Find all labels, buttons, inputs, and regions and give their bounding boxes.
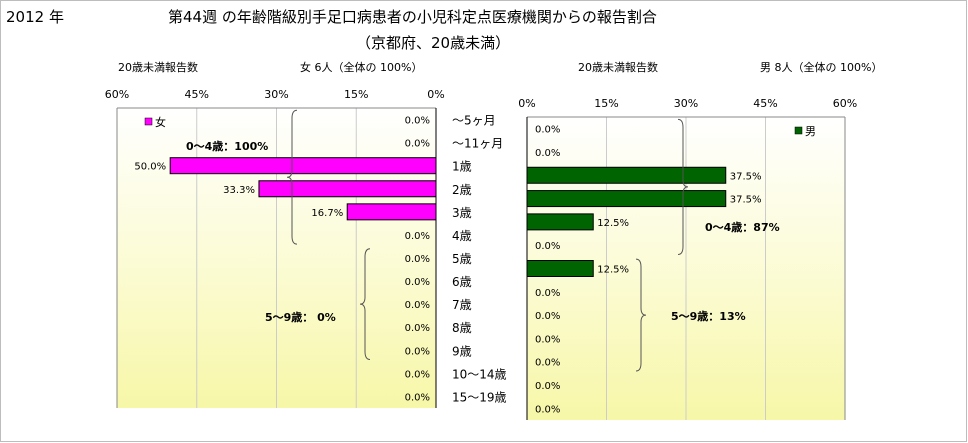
female-annotation-0-4: 0～4歳：100% <box>186 139 268 153</box>
female-bar <box>346 203 437 221</box>
male-bar <box>526 213 594 231</box>
male-value-label: 0.0% <box>535 148 560 159</box>
female-value-label: 0.0% <box>405 300 430 311</box>
male-annotation-5-9: 5～9歳：13% <box>671 309 746 323</box>
female-value-label: 0.0% <box>405 254 430 265</box>
category-label: 1歳 <box>452 160 472 174</box>
category-label: 4歳 <box>452 229 472 243</box>
male-bar <box>526 190 727 208</box>
category-label: 8歳 <box>452 321 472 335</box>
male-x-tick-label: 15% <box>594 97 618 110</box>
female-brace-5-9 <box>359 248 371 361</box>
female-x-tick-label: 45% <box>185 88 209 101</box>
category-label: 5歳 <box>452 252 472 266</box>
female-x-tick-label: 15% <box>344 88 368 101</box>
female-value-label: 0.0% <box>405 277 430 288</box>
female-value-label: 0.0% <box>405 231 430 242</box>
female-x-tick-label: 30% <box>264 88 288 101</box>
category-label: 2歳 <box>452 183 472 197</box>
male-annotation-0-4: 0～4歳：87% <box>705 220 780 234</box>
female-x-tick-label: 60% <box>105 88 129 101</box>
female-bar <box>258 180 437 198</box>
female-value-label: 16.7% <box>311 208 343 219</box>
category-label: ～5ヶ月 <box>452 114 496 128</box>
male-summary: 男 8人（全体の 100%） <box>760 61 883 74</box>
category-label: 15～19歳 <box>452 390 507 404</box>
male-value-label: 0.0% <box>535 334 560 345</box>
male-legend-swatch <box>794 126 803 135</box>
female-legend-label: 女 <box>155 115 166 129</box>
category-label: ～11ヶ月 <box>452 137 503 151</box>
male-value-label: 12.5% <box>597 265 629 276</box>
female-legend-swatch <box>144 117 153 126</box>
male-value-label: 0.0% <box>535 288 560 299</box>
male-x-tick-label: 30% <box>674 97 698 110</box>
male-value-label: 0.0% <box>535 381 560 392</box>
male-xlabel: 20歳未満報告数 <box>578 61 658 74</box>
female-value-label: 0.0% <box>405 323 430 334</box>
category-label: 10～14歳 <box>452 367 507 381</box>
category-label: 3歳 <box>452 206 472 220</box>
male-value-label: 0.0% <box>535 241 560 252</box>
year-label: 2012 年 <box>6 8 64 26</box>
male-value-label: 12.5% <box>597 218 629 229</box>
male-value-label: 0.0% <box>535 311 560 322</box>
female-value-label: 0.0% <box>405 392 430 403</box>
male-brace-0-4 <box>677 118 689 256</box>
male-brace-5-9 <box>635 258 647 372</box>
chart-title: 第44週 の年齢階級別手足口病患者の小児科定点医療機関からの報告割合 <box>168 8 657 26</box>
female-value-label: 0.0% <box>405 139 430 150</box>
female-bar <box>169 157 437 175</box>
female-xlabel: 20歳未満報告数 <box>118 61 198 74</box>
female-summary: 女 6人（全体の 100%） <box>300 61 423 74</box>
female-value-label: 0.0% <box>405 369 430 380</box>
female-value-label: 0.0% <box>405 346 430 357</box>
male-bar <box>526 260 594 277</box>
category-label: 9歳 <box>452 344 472 358</box>
male-value-label: 0.0% <box>535 358 560 369</box>
female-value-label: 33.3% <box>223 185 255 196</box>
female-value-label: 50.0% <box>134 162 166 173</box>
male-legend-label: 男 <box>805 125 816 138</box>
male-value-label: 37.5% <box>730 171 762 182</box>
male-x-tick-label: 60% <box>833 97 857 110</box>
female-value-label: 0.0% <box>405 116 430 127</box>
female-x-tick-label: 0% <box>427 88 444 101</box>
male-value-label: 0.0% <box>535 404 560 415</box>
male-value-label: 37.5% <box>730 195 762 206</box>
male-bar <box>526 166 727 184</box>
chart-subtitle: （京都府、20歳未満） <box>356 34 511 52</box>
female-annotation-5-9: 5～9歳： 0% <box>265 310 336 324</box>
category-label: 6歳 <box>452 275 472 289</box>
category-label: 7歳 <box>452 298 472 312</box>
male-x-tick-label: 45% <box>753 97 777 110</box>
male-value-label: 0.0% <box>535 125 560 136</box>
male-x-tick-label: 0% <box>518 97 535 110</box>
female-brace-0-4 <box>286 109 298 245</box>
